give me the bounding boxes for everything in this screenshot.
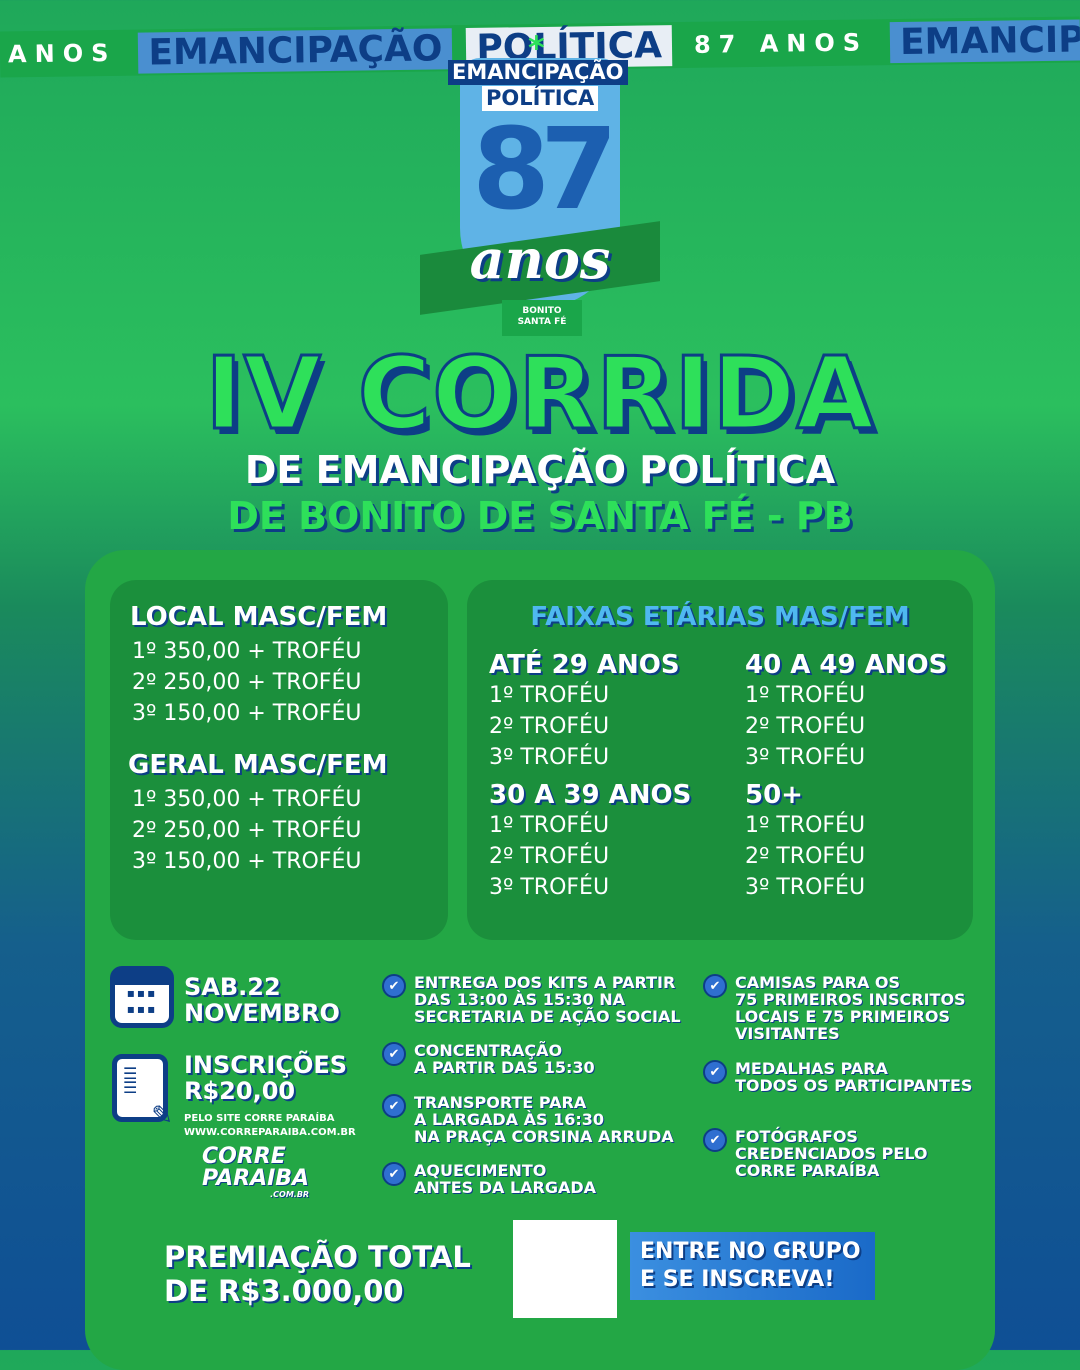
info-item: ✔ CONCENTRAÇÃO A PARTIR DAS 15:30 <box>382 1042 694 1094</box>
info-text: FOTÓGRAFOS CREDENCIADOS PELO CORRE PARAÍ… <box>735 1127 928 1180</box>
prize-item: 2º TROFÉU <box>489 844 610 869</box>
prize-item: 3º TROFÉU <box>745 875 866 900</box>
age-heading: 50+ <box>745 780 803 810</box>
age-group: 30 A 39 ANOS 1º TROFÉU 2º TROFÉU 3º TROFÉU <box>489 780 691 903</box>
check-icon: ✔ <box>703 1128 727 1152</box>
prize-box-age: FAIXAS ETÁRIAS MAS/FEM ATÉ 29 ANOS 1º TRO… <box>467 580 973 940</box>
site-note: PELO SITE CORRE PARAÍBA <box>184 1113 335 1124</box>
info-item: ✔ FOTÓGRAFOS CREDENCIADOS PELO CORRE PARA… <box>703 1128 993 1179</box>
age-group: ATÉ 29 ANOS 1º TROFÉU 2º TROFÉU 3º TROFÉU <box>489 650 680 773</box>
age-group: 50+ 1º TROFÉU 2º TROFÉU 3º TROFÉU <box>745 780 865 903</box>
total-prize-value: DE R$3.000,00 <box>164 1274 404 1308</box>
registration-price: R$20,00 <box>184 1077 296 1105</box>
event-month: NOVEMBRO <box>184 999 340 1027</box>
check-icon: ✔ <box>382 974 406 998</box>
info-text: CONCENTRAÇÃO A PARTIR DAS 15:30 <box>414 1041 595 1077</box>
prize-item: 3º TROFÉU <box>489 745 610 770</box>
info-item: ✔ CAMISAS PARA OS 75 PRIMEIROS INSCRITOS … <box>703 974 993 1060</box>
info-item: ✔ AQUECIMENTO ANTES DA LARGADA <box>382 1162 694 1196</box>
total-prize-label: PREMIAÇÃO TOTAL <box>164 1240 471 1274</box>
form-pencil-icon: ☰ ☰ ✎ <box>112 1054 173 1129</box>
prize-item: 2º TROFÉU <box>489 714 610 739</box>
age-group: 40 A 49 ANOS 1º TROFÉU 2º TROFÉU 3º TROFÉU <box>745 650 947 773</box>
calendar-icon: ▪▪▪ ▪▪▪ <box>110 966 174 1028</box>
section-heading: LOCAL MASC/FEM <box>130 602 388 632</box>
info-text: ENTREGA DOS KITS A PARTIR DAS 13:00 ÀS 1… <box>414 973 681 1026</box>
banner-text: ANOS <box>7 38 117 69</box>
banner-text: 87 ANOS <box>693 28 869 59</box>
logo-text: POLÍTICA <box>482 86 599 111</box>
corre-paraiba-logo: CORRE PARAIBA .COM.BR <box>180 1146 309 1200</box>
brand-text: PARAIBA <box>202 1166 310 1191</box>
prize-item: 1º TROFÉU <box>745 683 866 708</box>
info-text: CAMISAS PARA OS 75 PRIMEIROS INSCRITOS L… <box>735 973 966 1043</box>
event-title: IV CORRIDA <box>204 335 875 452</box>
prize-item: 1º TROFÉU <box>489 813 610 838</box>
banner-text: EMANCIPAÇÃO <box>889 17 1080 63</box>
info-list-left: ✔ ENTREGA DOS KITS A PARTIR DAS 13:00 ÀS … <box>382 974 694 1196</box>
prize-item: 2º 250,00 + TROFÉU <box>132 818 362 843</box>
event-location: DE BONITO DE SANTA FÉ - PB <box>227 494 853 538</box>
logo-text: SANTA FÉ <box>517 317 567 327</box>
prize-item: 2º TROFÉU <box>745 844 866 869</box>
prize-item: 1º 350,00 + TROFÉU <box>132 787 362 812</box>
info-text: TRANSPORTE PARA A LARGADA ÀS 16:30 NA PR… <box>414 1093 674 1146</box>
check-icon: ✔ <box>382 1162 406 1186</box>
info-item: ✔ MEDALHAS PARA TODOS OS PARTICIPANTES <box>703 1060 993 1128</box>
site-url[interactable]: WWW.CORREPARAIBA.COM.BR <box>184 1127 356 1138</box>
prize-item: 3º TROFÉU <box>489 875 610 900</box>
info-item: ✔ TRANSPORTE PARA A LARGADA ÀS 16:30 NA P… <box>382 1094 694 1162</box>
event-date: SAB.22 <box>184 973 281 1001</box>
prize-item: 3º TROFÉU <box>745 745 866 770</box>
prize-item: 1º TROFÉU <box>745 813 866 838</box>
age-heading: 40 A 49 ANOS <box>745 650 948 680</box>
brand-text: .COM.BR <box>270 1190 310 1199</box>
age-heading: 30 A 39 ANOS <box>489 780 692 810</box>
anniversary-logo: * EMANCIPAÇÃO POLÍTICA 87 anos BONITO SAN… <box>420 32 660 338</box>
cta-text: ENTRE NO GRUPO <box>640 1239 861 1264</box>
info-list-right: ✔ CAMISAS PARA OS 75 PRIMEIROS INSCRITOS … <box>703 974 993 1179</box>
cta-text: E SE INSCREVA! <box>640 1267 835 1292</box>
info-text: AQUECIMENTO ANTES DA LARGADA <box>414 1161 597 1197</box>
check-icon: ✔ <box>382 1094 406 1118</box>
brand-text: CORRE <box>202 1144 286 1169</box>
section-heading: GERAL MASC/FEM <box>128 750 388 780</box>
check-icon: ✔ <box>703 1060 727 1084</box>
info-item: ✔ ENTREGA DOS KITS A PARTIR DAS 13:00 ÀS … <box>382 974 694 1042</box>
prize-item: 1º 350,00 + TROFÉU <box>132 639 362 664</box>
check-icon: ✔ <box>703 974 727 998</box>
logo-text: EMANCIPAÇÃO <box>448 60 628 85</box>
registration-label: INSCRIÇÕES <box>184 1051 348 1079</box>
age-heading: ATÉ 29 ANOS <box>489 650 680 680</box>
prize-box-general: LOCAL MASC/FEM 1º 350,00 + TROFÉU 2º 250… <box>110 580 448 940</box>
join-group-callout: ENTRE NO GRUPO E SE INSCREVA! <box>630 1232 875 1300</box>
section-heading: FAIXAS ETÁRIAS MAS/FEM <box>530 602 910 632</box>
prize-item: 3º 150,00 + TROFÉU <box>132 849 362 874</box>
logo-anos: anos <box>469 227 611 291</box>
info-text: MEDALHAS PARA TODOS OS PARTICIPANTES <box>735 1059 973 1095</box>
check-icon: ✔ <box>382 1042 406 1066</box>
prize-item: 1º TROFÉU <box>489 683 610 708</box>
prize-item: 2º 250,00 + TROFÉU <box>132 670 362 695</box>
banner-text: EMANCIPAÇÃO <box>138 27 453 74</box>
logo-number: 87 <box>472 105 618 235</box>
event-subtitle: DE EMANCIPAÇÃO POLÍTICA <box>244 448 836 492</box>
logo-text: BONITO <box>522 306 562 316</box>
prize-item: 3º 150,00 + TROFÉU <box>132 701 362 726</box>
whatsapp-qr-code[interactable] <box>503 1210 627 1328</box>
prize-item: 2º TROFÉU <box>745 714 866 739</box>
